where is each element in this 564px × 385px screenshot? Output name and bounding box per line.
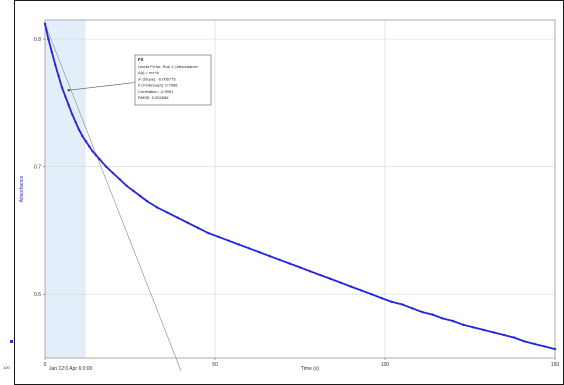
data-point xyxy=(237,243,240,246)
data-point xyxy=(482,328,485,332)
linear-fit-line xyxy=(44,23,182,371)
data-point xyxy=(349,285,353,288)
gutter-label: 100 xyxy=(3,365,10,370)
data-point xyxy=(472,326,475,329)
fit-box-line: Correlation: -0.9991 xyxy=(138,89,174,94)
data-point xyxy=(91,150,94,153)
data-point xyxy=(77,128,81,131)
data-point xyxy=(132,189,135,193)
data-point xyxy=(166,211,169,214)
gutter-marker xyxy=(10,340,13,343)
data-point xyxy=(258,250,261,254)
data-point xyxy=(441,317,444,320)
data-point xyxy=(50,50,53,54)
fit-box-title: Fit xyxy=(138,57,144,62)
annotation-leader xyxy=(68,82,136,91)
plot-background xyxy=(15,12,561,380)
data-point xyxy=(54,63,57,66)
data-point xyxy=(105,165,108,168)
data-point xyxy=(207,231,210,235)
fit-box-line: m (Slope): -0.006775 xyxy=(138,76,176,81)
data-point xyxy=(88,145,91,148)
data-point xyxy=(553,347,557,351)
fit-box-line: Linear Fit for: Run 1 | Absorbance xyxy=(138,64,199,69)
data-point xyxy=(176,216,179,219)
data-point xyxy=(288,262,291,265)
data-point xyxy=(67,104,70,107)
data-point xyxy=(319,273,322,277)
data-point xyxy=(111,171,115,175)
data-point xyxy=(64,95,67,98)
absorbance-chart[interactable]: 0 50 100 150 0.6 0.7 0.8 Time (s) Absorbance Jan … xyxy=(15,12,561,380)
data-point xyxy=(533,342,536,346)
data-point xyxy=(421,310,424,314)
x-tick-label: 150 xyxy=(551,362,560,368)
x-tick-label: 50 xyxy=(212,362,218,368)
data-point xyxy=(390,300,393,304)
annotation-anchor xyxy=(67,88,71,92)
footer-timestamp: Jan 12:0 Apr 6:0:00 xyxy=(49,366,93,372)
data-point xyxy=(60,86,64,89)
data-point xyxy=(360,289,363,292)
data-point xyxy=(186,221,189,224)
data-point xyxy=(247,247,251,250)
data-point xyxy=(462,323,465,327)
data-point xyxy=(71,113,74,116)
data-point xyxy=(94,154,98,157)
data-point xyxy=(145,199,149,203)
selection-region[interactable] xyxy=(45,20,86,358)
fit-box-line: b (Y-intercept): 0.7966 xyxy=(138,83,178,88)
data-point xyxy=(431,313,434,316)
data-point xyxy=(370,293,373,296)
data-point xyxy=(196,226,200,230)
data-point xyxy=(451,319,455,323)
data-point xyxy=(118,178,122,181)
data-point xyxy=(492,331,495,334)
x-tick-label: 0 xyxy=(44,362,47,368)
data-point xyxy=(329,277,332,281)
data-point xyxy=(84,139,88,143)
x-tick-label: 100 xyxy=(381,362,390,368)
data-point xyxy=(74,120,77,124)
plot-border xyxy=(44,19,556,359)
data-point xyxy=(156,206,159,209)
fit-info-box[interactable] xyxy=(134,54,212,106)
data-point xyxy=(217,235,220,239)
data-point xyxy=(411,307,414,310)
data-point xyxy=(227,239,230,242)
data-point xyxy=(57,74,60,78)
data-point xyxy=(278,258,281,261)
data-point xyxy=(125,184,128,188)
data-point xyxy=(309,270,312,273)
y-axis-title: Absorbance xyxy=(19,175,25,202)
y-tick-label: 0.6 xyxy=(34,292,41,298)
data-point xyxy=(298,266,302,269)
data-point xyxy=(380,296,383,300)
y-tick-label: 0.8 xyxy=(34,37,41,43)
data-point xyxy=(43,22,47,26)
fit-box-line: A(t) = mx+b xyxy=(138,70,160,75)
absorbance-series-line xyxy=(44,23,556,350)
fit-box-line: RMSE: 0.002896 xyxy=(138,95,169,100)
data-point xyxy=(543,345,546,348)
data-point xyxy=(139,194,142,198)
x-axis-title: Time (s) xyxy=(301,366,319,372)
data-point xyxy=(47,37,50,41)
data-point xyxy=(523,340,526,343)
data-point xyxy=(513,336,516,339)
left-gutter: 100 xyxy=(0,0,15,385)
data-point xyxy=(339,281,342,284)
data-point xyxy=(502,333,506,337)
data-point xyxy=(400,303,404,306)
y-tick-label: 0.7 xyxy=(34,165,41,171)
data-point xyxy=(268,254,271,258)
data-point xyxy=(98,157,101,161)
data-point xyxy=(81,134,84,138)
